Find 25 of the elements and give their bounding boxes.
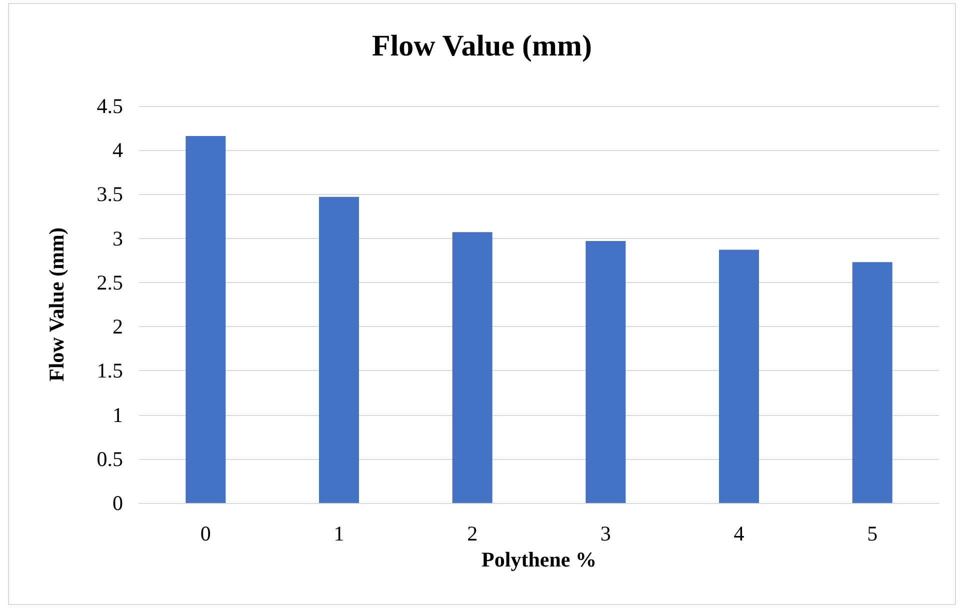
bar (719, 250, 759, 503)
y-tick-label: 0.5 (96, 446, 123, 471)
bar (186, 136, 226, 503)
x-tick-label: 5 (867, 522, 878, 546)
y-tick-label: 2 (112, 314, 123, 339)
x-tick-label: 3 (600, 522, 611, 546)
y-tick-label: 1.5 (96, 358, 123, 383)
bar (852, 262, 892, 503)
y-tick-label: 2.5 (96, 270, 123, 294)
x-axis-title: Polythene % (482, 547, 596, 572)
y-tick-label: 3 (112, 226, 123, 250)
y-axis-title: Flow Value (mm) (44, 228, 68, 382)
y-tick-label: 4.5 (96, 94, 123, 118)
y-tick-label: 1 (112, 402, 123, 427)
x-tick-label: 4 (734, 522, 745, 546)
y-tick-label: 3.5 (96, 182, 123, 206)
x-tick-label: 1 (334, 522, 344, 546)
x-tick-label: 0 (200, 522, 211, 546)
y-tick-label: 0 (112, 491, 123, 515)
bar (319, 196, 359, 503)
bar (586, 240, 626, 503)
chart-title: Flow Value (mm) (372, 30, 592, 62)
y-tick-label: 4 (112, 138, 124, 162)
bar (452, 232, 492, 503)
x-tick-label: 2 (467, 522, 478, 546)
